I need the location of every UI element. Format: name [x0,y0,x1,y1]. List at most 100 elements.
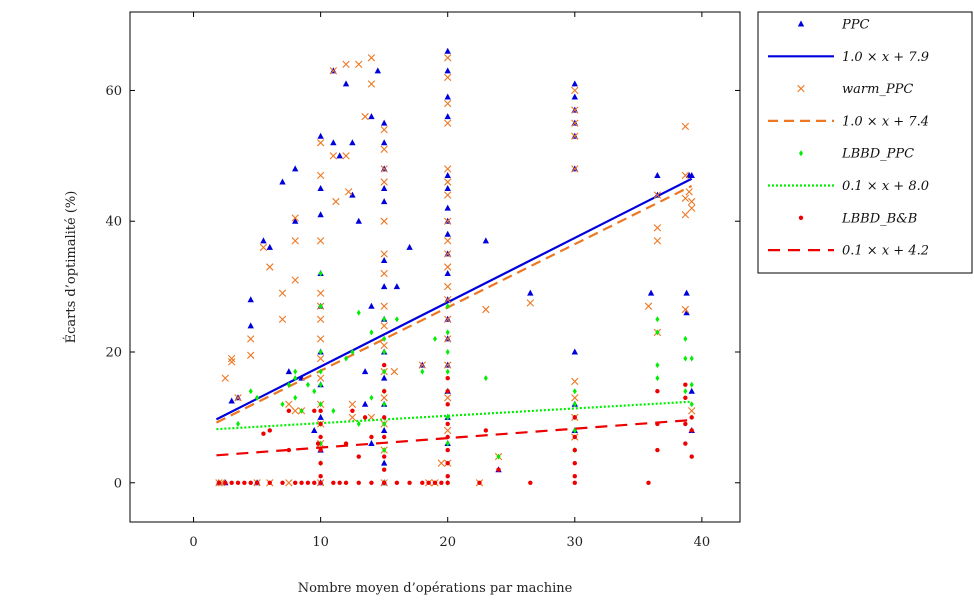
data-point [292,165,299,172]
data-point [381,480,387,485]
data-point [316,171,325,180]
legend-label: 1.0 × x + 7.4 [842,114,929,129]
data-point [381,467,387,472]
data-point [380,119,388,126]
data-point [380,145,388,153]
data-point [689,401,694,408]
data-point [260,237,267,244]
data-point [571,86,579,95]
data-point [380,426,388,433]
legend-item: 1.0 × x + 7.9 [768,50,929,65]
plot-frame [129,11,741,523]
data-point [223,480,228,485]
data-point [572,415,577,420]
data-point [318,421,323,427]
data-point [653,224,662,232]
series-ppc-fit [215,177,693,421]
data-point [317,132,324,139]
data-point [342,152,350,160]
y-tick-label: 40 [105,215,122,230]
data-point [247,351,255,359]
data-point [444,54,452,62]
data-point [380,256,388,263]
data-point [329,67,338,75]
data-point [433,335,437,342]
trend-line [215,177,693,421]
data-point [653,237,662,245]
data-point [646,480,651,485]
data-point [681,122,690,131]
data-point [316,315,325,323]
data-point [356,454,361,459]
data-point [305,381,310,388]
data-point [445,460,450,466]
data-point [689,454,694,459]
data-point [382,368,387,375]
data-point [683,335,688,342]
data-point [312,388,317,395]
data-point [683,421,688,427]
data-point [445,375,450,381]
data-point [407,480,412,485]
data-point [235,480,241,485]
data-point [329,152,338,160]
data-point [444,394,452,402]
data-point [689,355,694,362]
data-point [318,270,323,277]
data-point [432,480,438,485]
data-point [356,420,361,427]
data-point [285,479,293,487]
data-point [217,479,226,487]
data-point [444,250,452,258]
data-point [316,289,325,297]
data-point [444,165,452,173]
data-point [445,474,450,479]
data-point [688,387,695,394]
data-point [356,309,361,316]
data-point [689,428,694,433]
data-point [285,368,293,375]
x-tick-label: 40 [694,535,711,550]
data-point [342,80,350,87]
legend-label: warm_PPC [842,82,913,97]
y-tick-label: 60 [105,84,122,99]
legend-label: 0.1 × x + 8.0 [842,179,929,194]
data-point [444,178,452,186]
data-point [393,283,401,290]
data-point [683,388,688,395]
data-point [318,460,323,466]
y-tick-label: 0 [114,476,122,491]
data-point [572,434,577,440]
data-point [344,188,353,196]
data-point [247,335,255,343]
data-point [312,480,317,485]
data-point [299,407,304,414]
data-point [683,309,690,316]
legend-marker-swatch [799,150,803,157]
series-lbbd-b-b-fit [216,418,692,457]
data-point [317,211,324,218]
data-point [482,237,490,244]
series-warm-ppc-fit [215,184,693,424]
legend: PPC 1.0 × x + 7.9 warm_PPC 1.0 × x + 7.4 LBB… [768,18,929,259]
trend-line [216,400,692,431]
data-point [655,447,660,453]
data-point [689,415,694,420]
data-point [317,413,324,420]
data-point [318,447,323,453]
data-point [571,165,579,173]
data-point [350,349,355,355]
data-point [572,474,577,479]
data-point [655,316,660,323]
data-point [381,362,387,368]
data-point [381,454,387,459]
data-point [688,204,696,212]
legend-label: LBBD_PPC [841,147,914,162]
data-point [382,401,387,408]
data-point [361,400,369,407]
data-point [380,341,388,350]
data-point [644,302,653,310]
data-point [380,165,388,173]
data-point [445,389,450,394]
data-point [653,191,662,199]
